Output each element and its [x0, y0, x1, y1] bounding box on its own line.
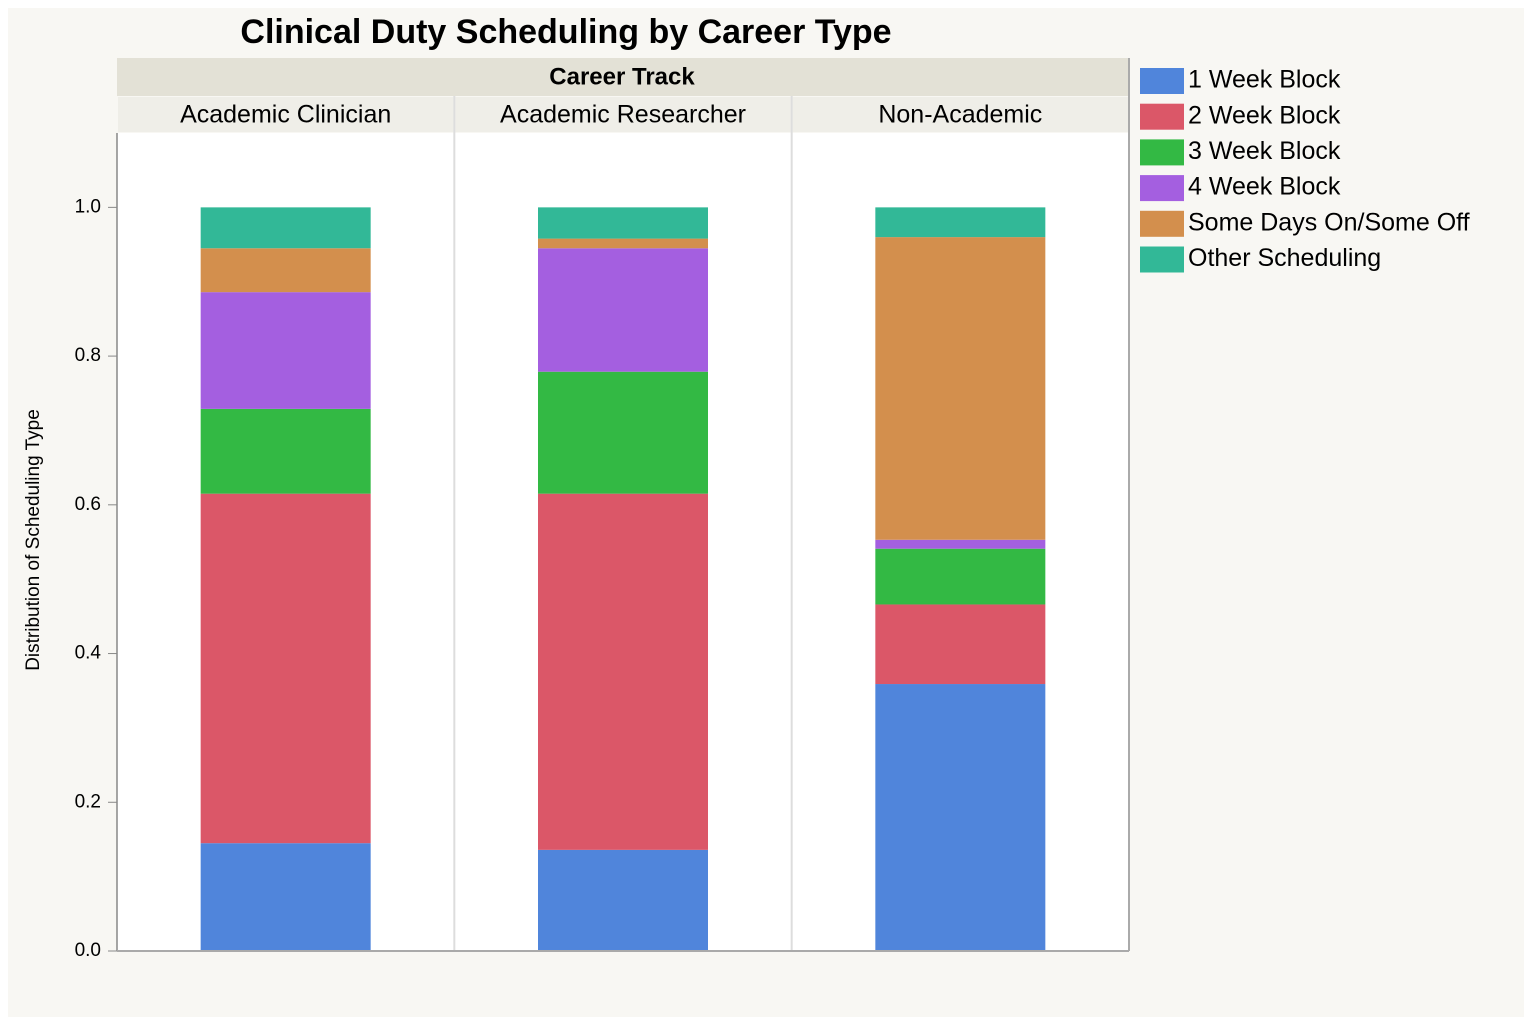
y-tick-label: 0.4 [75, 643, 102, 664]
bar-segment [538, 493, 708, 850]
legend-label: 4 Week Block [1188, 173, 1341, 201]
legend-label: 3 Week Block [1188, 137, 1341, 165]
bar-segment [875, 548, 1046, 605]
bar-segment [875, 604, 1046, 685]
legend-label: 1 Week Block [1188, 66, 1341, 94]
legend-swatch [1140, 175, 1184, 202]
bar-segment [538, 849, 708, 951]
bar-segment [538, 371, 708, 494]
y-tick-label: 0.6 [75, 494, 101, 515]
y-tick-label: 1.0 [75, 196, 101, 217]
y-tick-label: 0.0 [75, 940, 101, 961]
legend-swatch [1140, 246, 1184, 273]
bar-segment [538, 207, 708, 239]
bar-segment [200, 408, 371, 494]
category-label: Academic Researcher [500, 101, 746, 129]
legend-label: 2 Week Block [1188, 101, 1341, 129]
bar-segment [200, 843, 371, 951]
y-axis-label: Distribution of Scheduling Type [23, 409, 44, 671]
bar-segment [200, 248, 371, 293]
legend-label: Other Scheduling [1188, 244, 1381, 272]
category-label: Non-Academic [878, 101, 1042, 129]
category-strip [792, 97, 1128, 132]
bar-segment [200, 207, 371, 249]
bar-segment [875, 207, 1046, 238]
category-label: Academic Clinician [180, 101, 391, 129]
category-strip [118, 97, 454, 132]
facet-label: Career Track [549, 63, 695, 90]
legend-swatch [1140, 68, 1184, 94]
bar-segment [538, 248, 708, 372]
category-strip [455, 97, 791, 132]
legend-swatch [1140, 103, 1184, 130]
bar-segment [875, 539, 1046, 549]
legend-swatch [1140, 139, 1184, 166]
bar-segment [200, 292, 371, 409]
y-tick-label: 0.2 [75, 791, 101, 812]
y-tick-label: 0.8 [75, 345, 101, 366]
bar-segment [875, 237, 1046, 540]
bar-segment [200, 493, 371, 844]
facet-header [117, 58, 1129, 96]
legend-swatch [1140, 210, 1184, 237]
chart-title: Clinical Duty Scheduling by Career Type [240, 13, 891, 51]
bar-segment [538, 238, 708, 249]
bar-segment [875, 684, 1046, 951]
legend-label: Some Days On/Some Off [1188, 208, 1470, 236]
